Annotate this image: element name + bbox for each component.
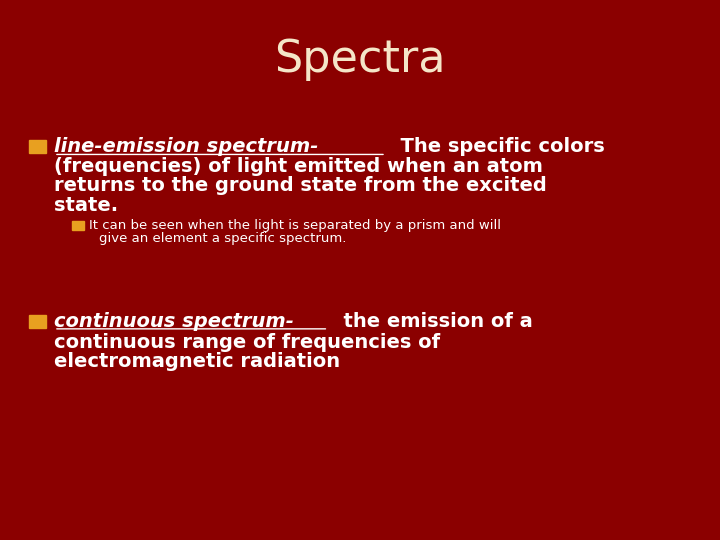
Text: continuous spectrum-: continuous spectrum- [54,312,294,332]
Bar [29,140,46,153]
Text: line-emission spectrum-: line-emission spectrum- [54,137,318,157]
Text: state.: state. [54,195,118,215]
Text: It can be seen when the light is separated by a prism and will: It can be seen when the light is separat… [89,219,501,232]
Text: Spectra: Spectra [274,38,446,81]
Text: the emission of a: the emission of a [330,312,533,332]
Text: (frequencies) of light emitted when an atom: (frequencies) of light emitted when an a… [54,157,543,176]
Text: The specific colors: The specific colors [387,137,605,157]
Bar [72,221,84,230]
Bar [29,315,46,328]
Text: returns to the ground state from the excited: returns to the ground state from the exc… [54,176,546,195]
Text: continuous range of frequencies of: continuous range of frequencies of [54,333,440,352]
Text: electromagnetic radiation: electromagnetic radiation [54,352,340,372]
Text: give an element a specific spectrum.: give an element a specific spectrum. [99,232,347,245]
